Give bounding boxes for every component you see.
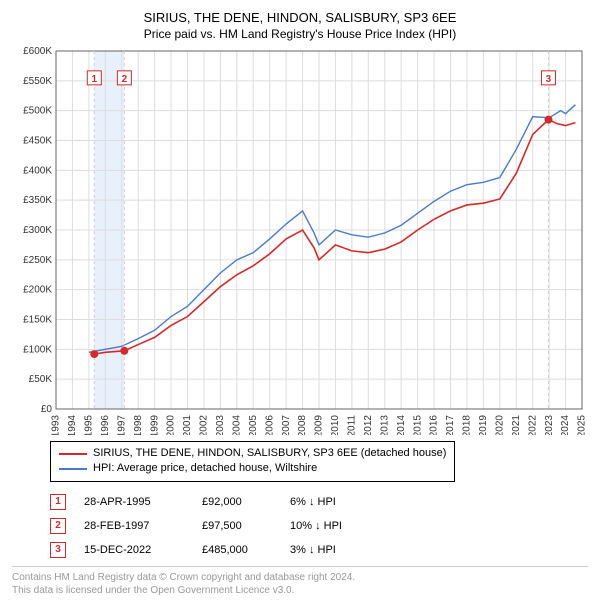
svg-text:2005: 2005 xyxy=(248,415,259,435)
svg-text:2025: 2025 xyxy=(577,415,588,435)
license-line1: Contains HM Land Registry data © Crown c… xyxy=(12,571,588,584)
svg-text:2024: 2024 xyxy=(560,415,571,435)
svg-text:2012: 2012 xyxy=(363,415,374,435)
plot-area: £0 £50K £100K £150K £200K £250K £300K £350K £400… xyxy=(12,47,588,435)
svg-text:2007: 2007 xyxy=(281,415,292,435)
legend-label: SIRIUS, THE DENE, HINDON, SALISBURY, SP3… xyxy=(93,446,446,461)
svg-text:2020: 2020 xyxy=(494,415,505,435)
svg-text:2019: 2019 xyxy=(478,415,489,435)
chart-container: SIRIUS, THE DENE, HINDON, SALISBURY, SP3… xyxy=(0,0,600,605)
svg-text:2018: 2018 xyxy=(462,415,473,435)
svg-text:£550K: £550K xyxy=(23,76,52,87)
svg-text:£350K: £350K xyxy=(23,195,52,206)
event-price: £485,000 xyxy=(202,544,272,556)
svg-text:£150K: £150K xyxy=(23,315,52,326)
svg-text:2002: 2002 xyxy=(199,415,210,435)
legend-swatch xyxy=(59,468,87,470)
svg-text:2: 2 xyxy=(122,74,128,85)
svg-text:1999: 1999 xyxy=(149,415,160,435)
svg-text:1995: 1995 xyxy=(84,415,95,435)
svg-text:2000: 2000 xyxy=(166,415,177,435)
svg-text:£250K: £250K xyxy=(23,255,52,266)
event-row: 3 15-DEC-2022 £485,000 3% ↓ HPI xyxy=(50,538,588,562)
svg-text:2006: 2006 xyxy=(264,415,275,435)
svg-text:£400K: £400K xyxy=(23,165,52,176)
event-row: 1 28-APR-1995 £92,000 6% ↓ HPI xyxy=(50,490,588,514)
svg-text:£200K: £200K xyxy=(23,285,52,296)
event-date: 28-FEB-1997 xyxy=(84,520,184,532)
svg-text:2015: 2015 xyxy=(412,415,423,435)
event-delta: 6% ↓ HPI xyxy=(290,496,370,508)
svg-text:2013: 2013 xyxy=(379,415,390,435)
event-badge: 2 xyxy=(50,518,66,534)
svg-text:1: 1 xyxy=(92,74,98,85)
event-date: 28-APR-1995 xyxy=(84,496,184,508)
svg-text:2004: 2004 xyxy=(231,415,242,435)
event-row: 2 28-FEB-1997 £97,500 10% ↓ HPI xyxy=(50,514,588,538)
svg-text:£600K: £600K xyxy=(23,47,52,57)
svg-text:2021: 2021 xyxy=(511,415,522,435)
legend: SIRIUS, THE DENE, HINDON, SALISBURY, SP3… xyxy=(50,441,455,482)
svg-text:£500K: £500K xyxy=(23,106,52,117)
svg-text:£450K: £450K xyxy=(23,136,52,147)
svg-text:£50K: £50K xyxy=(29,374,53,385)
svg-text:£0: £0 xyxy=(41,404,53,415)
legend-item: SIRIUS, THE DENE, HINDON, SALISBURY, SP3… xyxy=(59,446,446,461)
svg-text:1996: 1996 xyxy=(100,415,111,435)
svg-text:2010: 2010 xyxy=(330,415,341,435)
svg-text:3: 3 xyxy=(546,74,552,85)
svg-text:2016: 2016 xyxy=(429,415,440,435)
svg-text:2022: 2022 xyxy=(527,415,538,435)
event-delta: 3% ↓ HPI xyxy=(290,544,370,556)
svg-text:1998: 1998 xyxy=(133,415,144,435)
svg-text:2003: 2003 xyxy=(215,415,226,435)
svg-text:2011: 2011 xyxy=(347,415,358,435)
svg-text:2001: 2001 xyxy=(182,415,193,435)
svg-text:2017: 2017 xyxy=(445,415,456,435)
legend-swatch xyxy=(59,453,87,455)
event-table: 1 28-APR-1995 £92,000 6% ↓ HPI 2 28-FEB-1997 £… xyxy=(50,490,588,562)
svg-text:1993: 1993 xyxy=(51,415,62,435)
event-price: £92,000 xyxy=(202,496,272,508)
svg-text:2009: 2009 xyxy=(314,415,325,435)
legend-item: HPI: Average price, detached house, Wilt… xyxy=(59,461,446,476)
event-badge: 1 xyxy=(50,494,66,510)
svg-text:£100K: £100K xyxy=(23,344,52,355)
license-line2: This data is licensed under the Open Gov… xyxy=(12,584,588,597)
svg-text:1994: 1994 xyxy=(67,415,78,435)
license-text: Contains HM Land Registry data © Crown c… xyxy=(12,566,588,597)
event-badge: 3 xyxy=(50,542,66,558)
chart-subtitle: Price paid vs. HM Land Registry's House … xyxy=(12,27,588,41)
svg-text:1997: 1997 xyxy=(116,415,127,435)
line-chart-svg: £0 £50K £100K £150K £200K £250K £300K £350K £400… xyxy=(12,47,588,435)
event-price: £97,500 xyxy=(202,520,272,532)
svg-text:2014: 2014 xyxy=(396,415,407,435)
event-delta: 10% ↓ HPI xyxy=(290,520,370,532)
legend-label: HPI: Average price, detached house, Wilt… xyxy=(93,461,317,476)
svg-text:£300K: £300K xyxy=(23,225,52,236)
svg-text:2023: 2023 xyxy=(544,415,555,435)
chart-title: SIRIUS, THE DENE, HINDON, SALISBURY, SP3… xyxy=(12,10,588,25)
svg-text:2008: 2008 xyxy=(297,415,308,435)
event-date: 15-DEC-2022 xyxy=(84,544,184,556)
